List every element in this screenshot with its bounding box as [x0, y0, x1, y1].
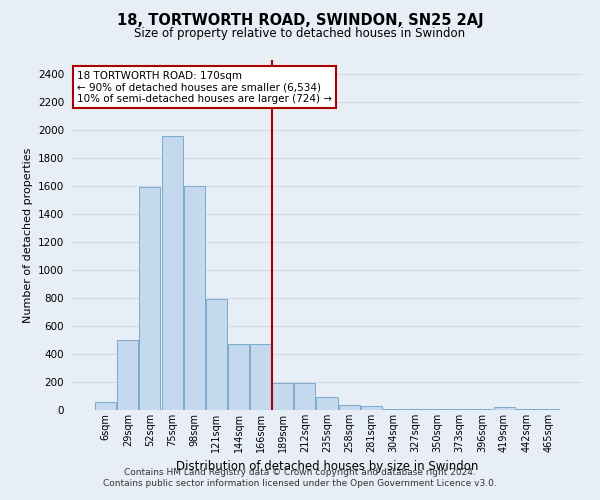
Text: 18, TORTWORTH ROAD, SWINDON, SN25 2AJ: 18, TORTWORTH ROAD, SWINDON, SN25 2AJ: [116, 12, 484, 28]
Bar: [184, 186, 205, 410]
Text: 18 TORTWORTH ROAD: 170sqm
← 90% of detached houses are smaller (6,534)
10% of se: 18 TORTWORTH ROAD: 170sqm ← 90% of detac…: [77, 70, 332, 104]
Bar: [494, 407, 515, 410]
Bar: [316, 398, 338, 410]
Bar: [250, 344, 271, 410]
Text: Size of property relative to detached houses in Swindon: Size of property relative to detached ho…: [134, 28, 466, 40]
X-axis label: Distribution of detached houses by size in Swindon: Distribution of detached houses by size …: [176, 460, 478, 473]
Bar: [338, 405, 359, 410]
Bar: [118, 340, 139, 410]
Bar: [272, 382, 293, 410]
Bar: [161, 136, 182, 410]
Bar: [95, 402, 116, 410]
Bar: [361, 406, 382, 410]
Y-axis label: Number of detached properties: Number of detached properties: [23, 148, 32, 322]
Bar: [206, 300, 227, 410]
Bar: [295, 382, 316, 410]
Bar: [228, 344, 249, 410]
Bar: [139, 188, 160, 410]
Text: Contains HM Land Registry data © Crown copyright and database right 2024.
Contai: Contains HM Land Registry data © Crown c…: [103, 468, 497, 487]
